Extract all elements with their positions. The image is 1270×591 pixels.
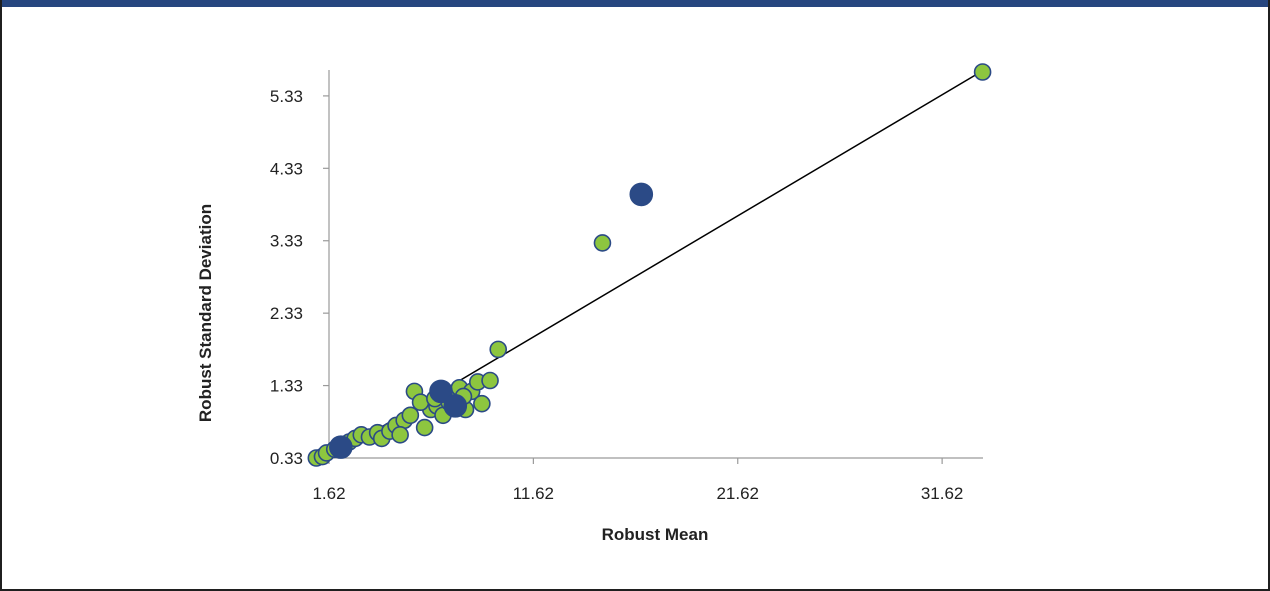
data-point	[429, 379, 453, 404]
data-point	[415, 418, 434, 437]
data-point	[489, 340, 508, 359]
y-tick-label: 4.33	[270, 159, 303, 178]
data-point	[443, 394, 468, 418]
x-tick-label: 31.62	[921, 484, 964, 503]
y-tick-label: 5.33	[270, 87, 303, 106]
data-point	[593, 234, 612, 252]
data-point	[401, 406, 420, 425]
data-point	[629, 182, 654, 207]
y-axis-title: Robust Standard Deviation	[196, 204, 215, 422]
top-accent-bar	[0, 0, 1270, 7]
data-point	[473, 394, 491, 413]
y-tick-label: 3.33	[270, 232, 303, 251]
x-tick-label: 1.62	[312, 484, 345, 503]
data-point	[391, 426, 409, 444]
y-tick-label: 2.33	[270, 304, 303, 323]
data-point	[411, 393, 430, 412]
axes	[323, 70, 983, 464]
data-point	[481, 371, 499, 390]
x-tick-label: 11.62	[513, 484, 554, 503]
x-tick-label: 21.62	[716, 484, 759, 503]
data-point	[329, 435, 353, 459]
y-tick-label: 0.33	[270, 449, 303, 468]
tick-labels: 1.62 11.62 21.62 31.62 0.33 1.33 2.33 3.33 4.33 5…	[270, 87, 963, 503]
y-tick-label: 1.33	[270, 377, 303, 396]
data-points	[307, 63, 992, 467]
data-point	[973, 63, 992, 81]
x-axis-title: Robust Mean	[602, 525, 709, 544]
